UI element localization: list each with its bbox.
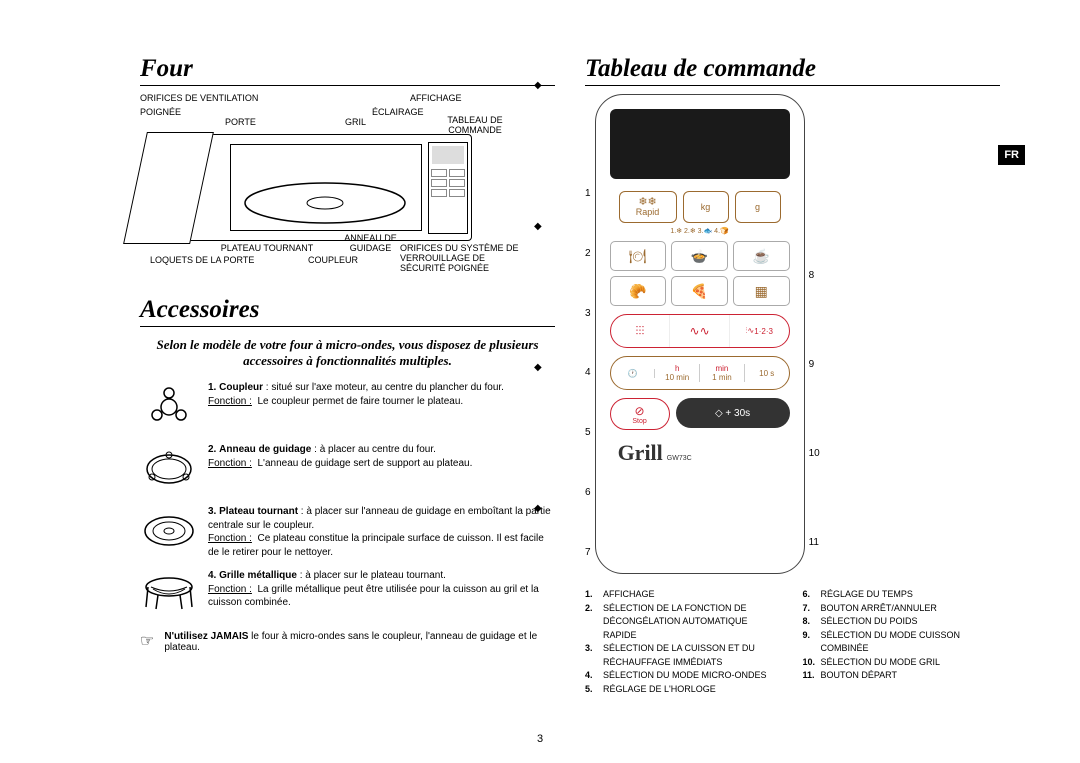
combi-button[interactable]: ⫶∿1·2·3 (730, 315, 789, 347)
turntable-icon (240, 179, 410, 227)
microwave-button[interactable]: ⫶⫶⫶ (611, 315, 671, 347)
1min-button[interactable]: min1 min (700, 364, 745, 382)
accessory-item: 1. Coupleur : situé sur l'axe moteur, au… (140, 381, 555, 433)
control-panel: ❄❄Rapid kg g 1.❄ 2.❄ 3.🐟 4.🍞 🍽 🍲 ☕ 🥐 🍕 ▦ (595, 94, 805, 574)
10s-button[interactable]: 10 s (745, 369, 789, 378)
grill-button[interactable]: ∿∿ (670, 315, 730, 347)
kg-button[interactable]: kg (683, 191, 729, 223)
label-ring: ANNEAU DE GUIDAGE (338, 234, 403, 254)
g-button[interactable]: g (735, 191, 781, 223)
label-panel: TABLEAU DE COMMANDE (440, 116, 510, 136)
accessory-item: 3. Plateau tournant : à placer sur l'ann… (140, 505, 555, 559)
heading-accessories: Accessoires (140, 296, 555, 324)
time-pill: 🕐 h10 min min1 min 10 s (610, 356, 790, 390)
10min-button[interactable]: h10 min (655, 364, 700, 382)
rack-icon (140, 569, 198, 621)
grill-logo: GrillGW73C (618, 440, 790, 466)
oven-panel (428, 142, 468, 234)
panel-display (610, 109, 790, 179)
plate-icon (140, 505, 198, 557)
accessory-item: 2. Anneau de guidage : à placer au centr… (140, 443, 555, 495)
manual-page: FR ◆◆◆◆ Four ORIFICES DE VENTILATION POI… (0, 0, 1080, 763)
clock-button[interactable]: 🕐 (611, 369, 656, 378)
accessory-item: 4. Grille métallique : à placer sur le p… (140, 569, 555, 621)
mode-row: ⫶⫶⫶ ∿∿ ⫶∿1·2·3 (610, 314, 790, 348)
label-vent: ORIFICES DE VENTILATION (140, 94, 258, 104)
panel-numbers-left: 1234567 (585, 94, 591, 558)
pointer-icon: ☞ (140, 631, 154, 653)
label-grill: GRIL (345, 118, 366, 128)
instant-button[interactable]: 🥐 (610, 276, 667, 306)
instant-button[interactable]: 🍽 (610, 241, 667, 271)
label-display: AFFICHAGE (410, 94, 462, 104)
left-column: Four ORIFICES DE VENTILATION POIGNÉE POR… (140, 55, 555, 695)
label-handle: POIGNÉE (140, 108, 181, 118)
label-latches: LOQUETS DE LA PORTE (150, 256, 254, 266)
instant-button[interactable]: ☕ (733, 241, 790, 271)
accessories-list: 1. Coupleur : situé sur l'axe moteur, au… (140, 381, 555, 621)
language-tab: FR (998, 145, 1025, 165)
instant-grid: 🍽 🍲 ☕ 🥐 🍕 ▦ (610, 241, 790, 306)
stop-button[interactable]: ⊘Stop (610, 398, 670, 430)
rapid-button[interactable]: ❄❄Rapid (619, 191, 677, 223)
defrost-icons: 1.❄ 2.❄ 3.🐟 4.🍞 (610, 227, 790, 235)
instant-button[interactable]: ▦ (733, 276, 790, 306)
page-number: 3 (0, 733, 1080, 745)
control-panel-figure: 1234567 ❄❄Rapid kg g 1.❄ 2.❄ 3.🐟 4.🍞 🍽 🍲… (585, 94, 1000, 574)
coupler-icon (140, 381, 198, 433)
label-light: ÉCLAIRAGE (372, 108, 424, 118)
label-door: PORTE (225, 118, 256, 128)
heading-panel: Tableau de commande (585, 55, 1000, 83)
oven-diagram: ORIFICES DE VENTILATION POIGNÉE PORTE GR… (140, 94, 555, 274)
heading-four: Four (140, 55, 555, 83)
instant-button[interactable]: 🍲 (671, 241, 728, 271)
panel-numbers-right: 891011 (809, 94, 820, 548)
label-turntable: PLATEAU TOURNANT (212, 244, 322, 254)
right-column: Tableau de commande 1234567 ❄❄Rapid kg g… (585, 55, 1000, 695)
accessories-intro: Selon le modèle de votre four à micro-on… (140, 337, 555, 369)
label-coupler: COUPLEUR (308, 256, 358, 266)
instant-button[interactable]: 🍕 (671, 276, 728, 306)
label-safety: ORIFICES DU SYSTÈME DE VERROUILLAGE DE S… (400, 244, 530, 274)
warning-note: ☞ N'utilisez JAMAIS le four à micro-onde… (140, 631, 555, 653)
panel-legend: 1.AFFICHAGE 2.SÉLECTION DE LA FONCTION D… (585, 588, 1000, 696)
ring-icon (140, 443, 198, 495)
start-button[interactable]: ◇ + 30s (676, 398, 790, 428)
